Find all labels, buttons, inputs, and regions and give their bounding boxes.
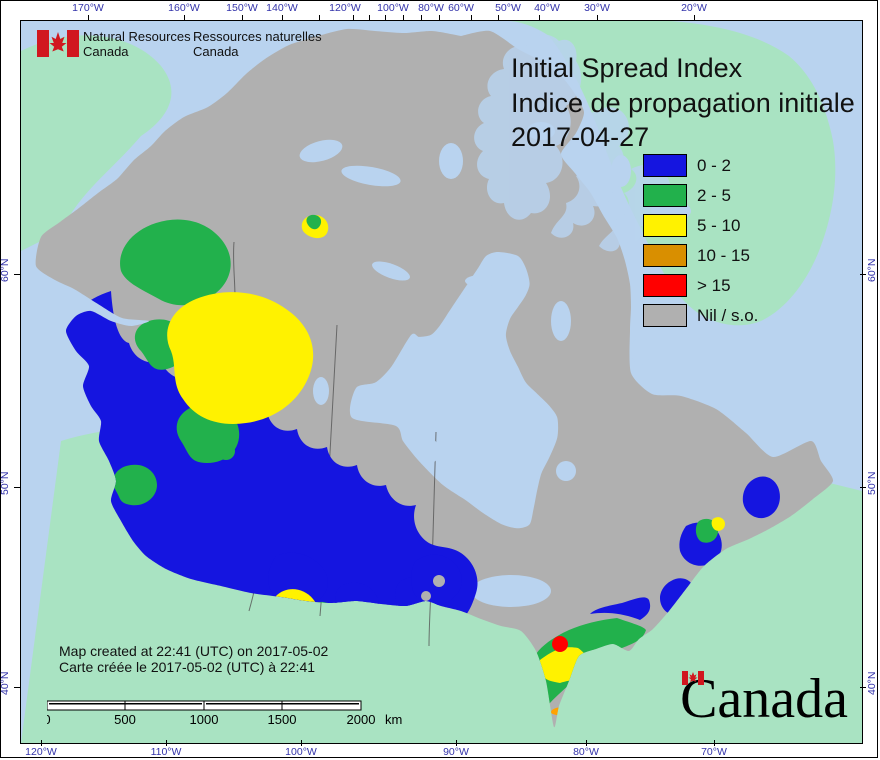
svg-text:km: km [385, 712, 402, 727]
svg-text:0: 0 [47, 712, 51, 727]
svg-text:1000: 1000 [190, 712, 219, 727]
svg-text:500: 500 [114, 712, 136, 727]
svg-text:1500: 1500 [268, 712, 297, 727]
svg-text:2000: 2000 [347, 712, 376, 727]
